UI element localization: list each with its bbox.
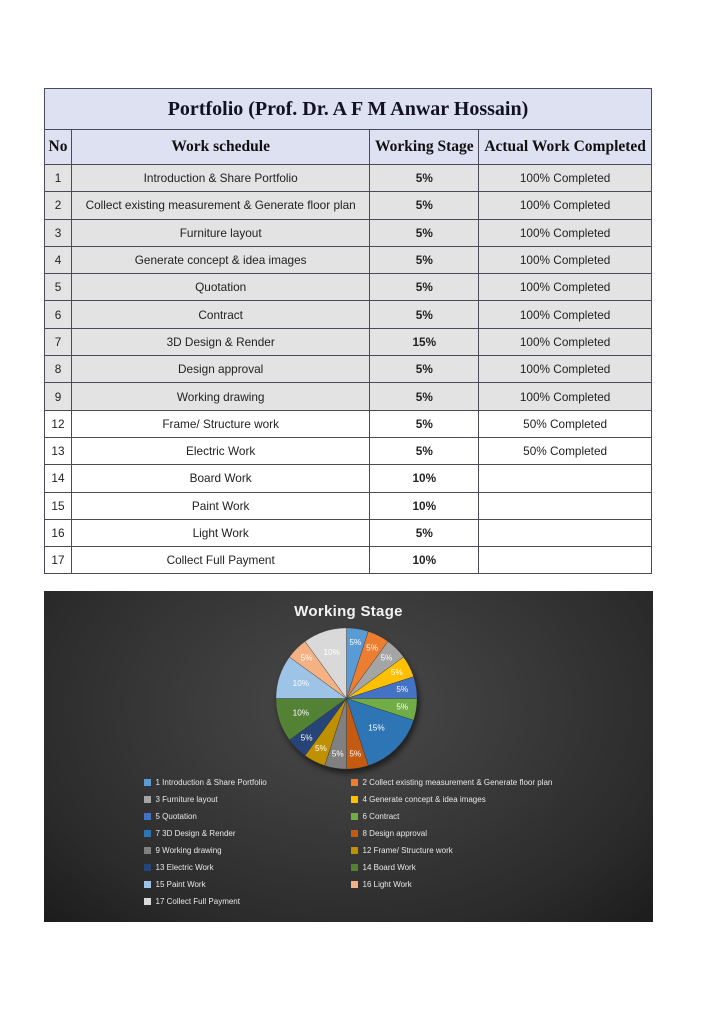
- svg-text:15%: 15%: [368, 724, 384, 733]
- svg-text:5%: 5%: [366, 643, 378, 652]
- svg-text:5%: 5%: [396, 702, 408, 711]
- svg-text:5%: 5%: [301, 654, 313, 663]
- svg-text:5%: 5%: [349, 638, 361, 647]
- svg-text:5%: 5%: [396, 685, 408, 694]
- svg-text:10%: 10%: [293, 708, 309, 717]
- svg-text:5%: 5%: [349, 749, 361, 758]
- svg-text:5%: 5%: [380, 654, 392, 663]
- svg-text:5%: 5%: [332, 749, 344, 758]
- svg-text:10%: 10%: [293, 679, 309, 688]
- svg-text:5%: 5%: [391, 668, 403, 677]
- svg-text:10%: 10%: [323, 648, 339, 657]
- svg-text:5%: 5%: [301, 734, 313, 743]
- svg-text:5%: 5%: [315, 744, 327, 753]
